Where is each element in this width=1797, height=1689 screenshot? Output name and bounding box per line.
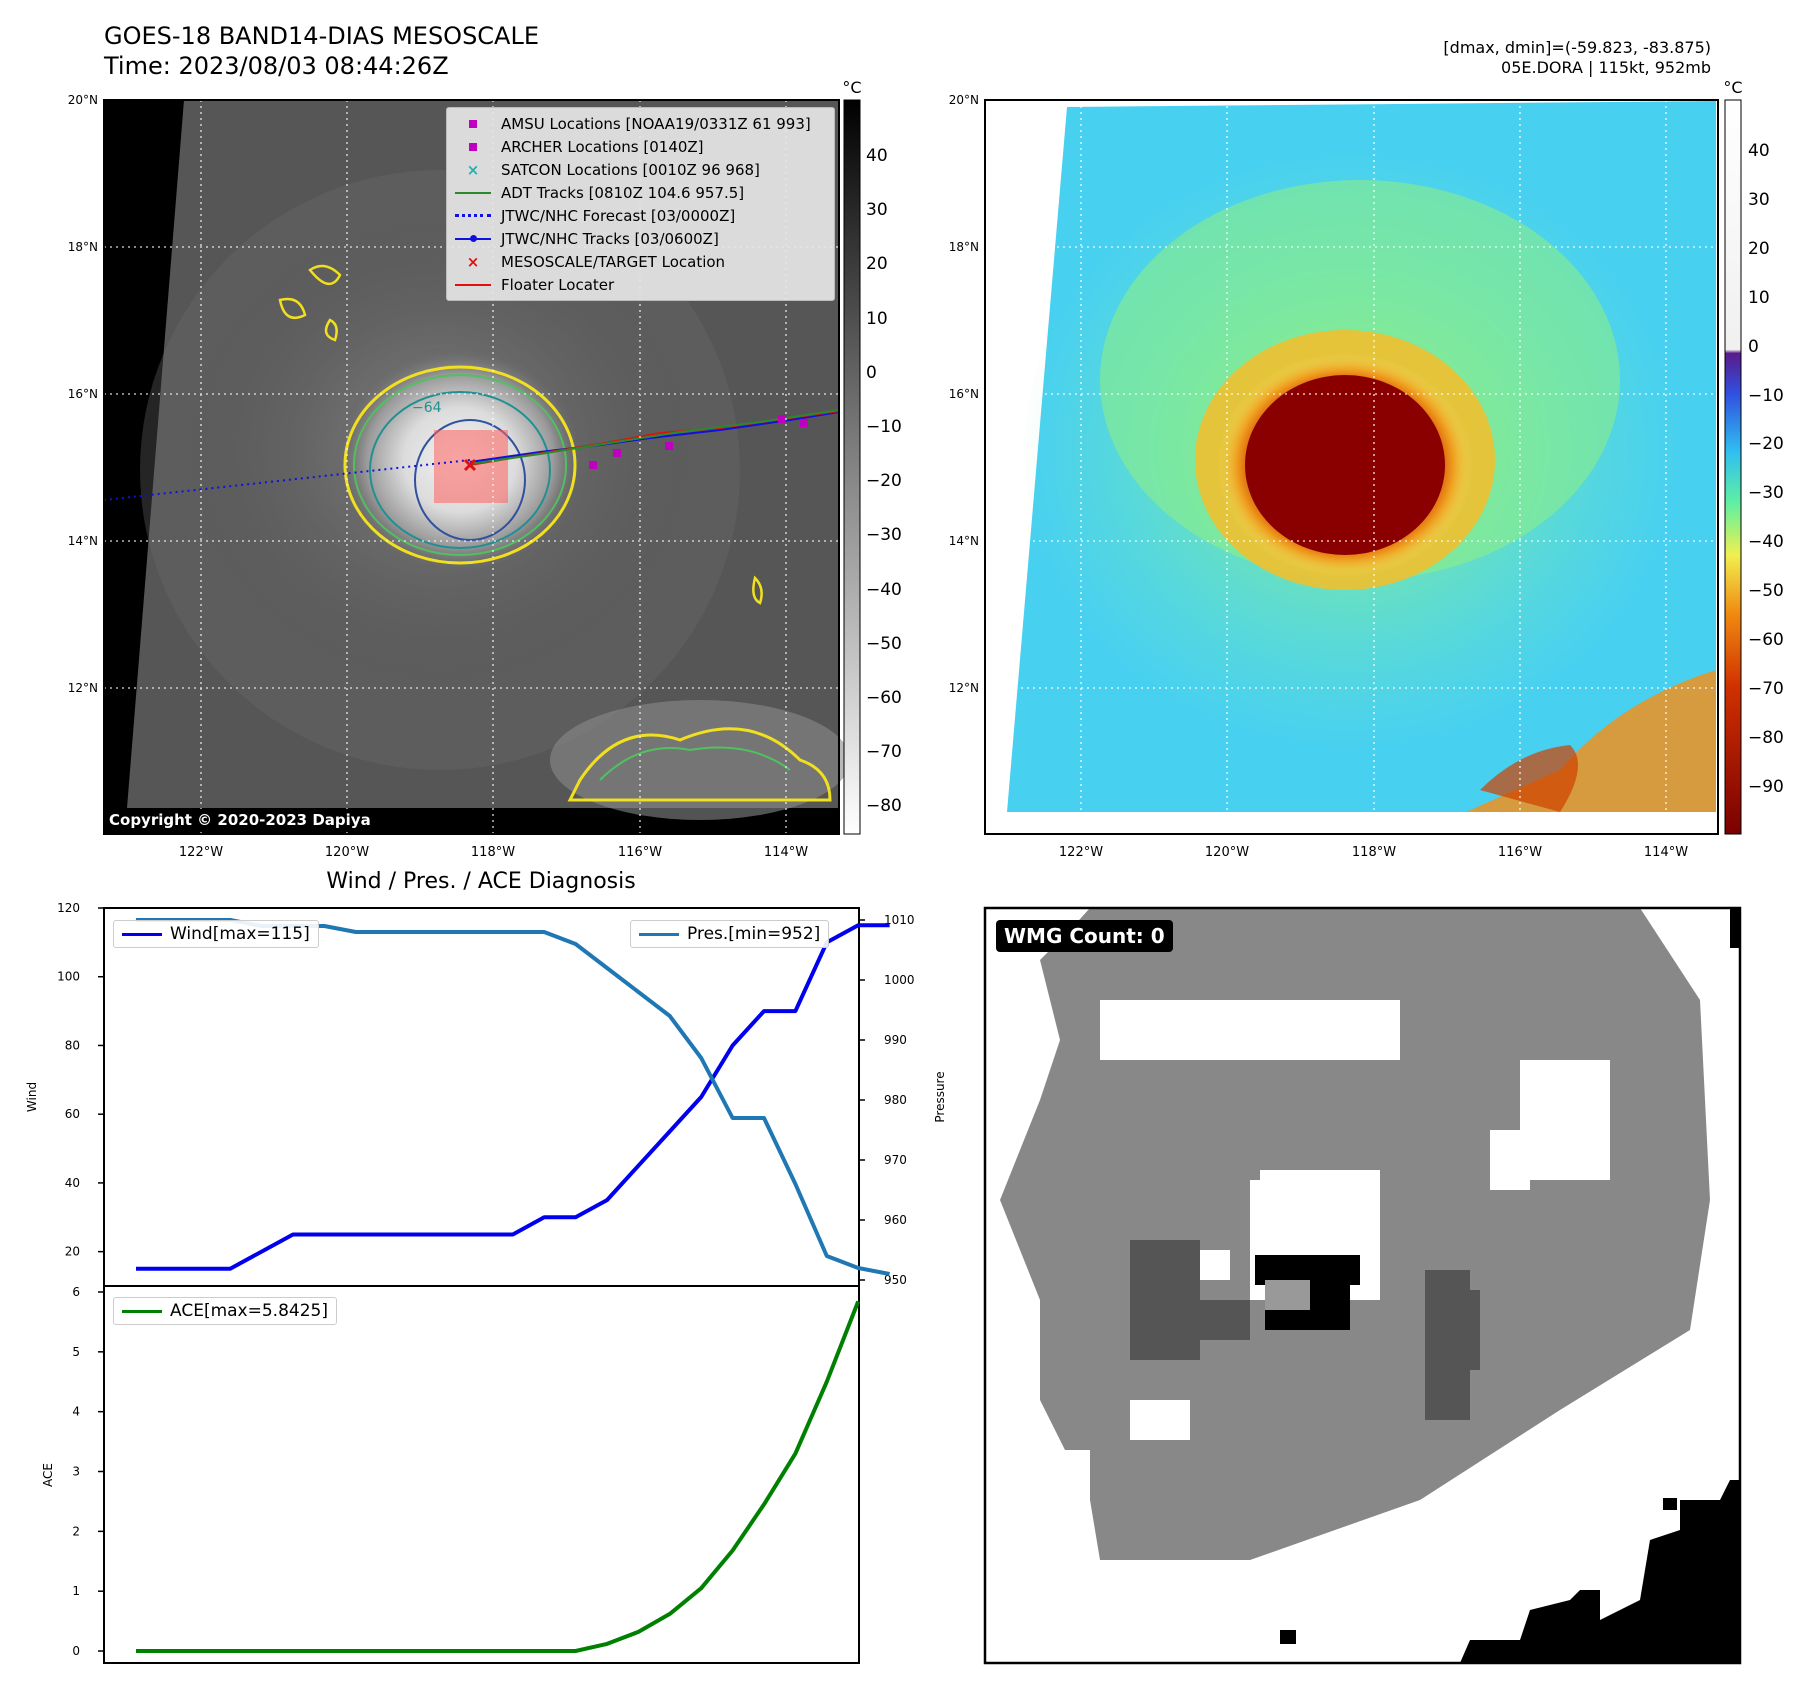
ir-colorbar-tick: −80	[866, 796, 902, 817]
legend-label: JTWC/NHC Forecast [03/0000Z]	[501, 206, 736, 225]
lat-tick-label: 14°N	[948, 534, 979, 548]
lat-tick-label: 18°N	[67, 240, 98, 254]
ir-colorbar-tick: −20	[866, 471, 902, 492]
ir-colorbar-tick: −10	[866, 417, 902, 437]
lon-tick-label: 116°W	[617, 845, 663, 860]
legend-item-amsu: AMSU Locations [NOAA19/0331Z 61 993]	[453, 112, 828, 135]
ir-colorbar-tick: −60	[866, 688, 902, 708]
legend-label: MESOSCALE/TARGET Location	[501, 252, 726, 271]
legend-item-adt: ADT Tracks [0810Z 104.6 957.5]	[453, 181, 828, 204]
wmg-count-badge: WMG Count: 0	[996, 920, 1173, 952]
ir-colorbar-tick: 40	[866, 146, 888, 166]
legend-item-floater: Floater Locater	[453, 273, 828, 296]
wmg-grid	[1000, 908, 1740, 1663]
ir-colorbar-tick: −40	[866, 579, 902, 600]
lon-tick-label: 118°W	[470, 845, 516, 860]
ir-colorbar	[843, 99, 861, 835]
ace-legend: ACE[max=5.8425]	[113, 1297, 337, 1325]
lon-tick-label: 122°W	[1058, 845, 1104, 860]
figure-time: Time: 2023/08/03 08:44:26Z	[104, 52, 449, 80]
lat-tick-label: 20°N	[67, 93, 98, 107]
copyright-badge: Copyright © 2020-2023 Dapiya	[104, 809, 376, 831]
ir-colorbar-tick: −30	[866, 525, 902, 546]
forecast-track	[103, 459, 471, 501]
color-colorbar-tick: −90	[1748, 776, 1784, 797]
legend-item-target: × MESOSCALE/TARGET Location	[466, 252, 726, 271]
adt-track	[469, 409, 840, 465]
legend-label: JTWC/NHC Tracks [03/0600Z]	[501, 229, 719, 248]
pressure-legend-label: Pres.[min=952]	[687, 924, 821, 944]
wind-legend-swatch	[122, 932, 162, 936]
legend-label: ADT Tracks [0810Z 104.6 957.5]	[501, 183, 745, 202]
contour-yellow	[343, 365, 577, 565]
lat-tick-label: 12°N	[948, 681, 979, 695]
color-colorbar-tick: 40	[1748, 141, 1770, 161]
jtwc-track	[469, 411, 840, 463]
color-colorbar-tick: −50	[1748, 581, 1784, 602]
legend-label: ARCHER Locations [0140Z]	[501, 137, 704, 156]
figure-title: GOES-18 BAND14-DIAS MESOSCALE	[104, 22, 540, 50]
pressure-legend: Pres.[min=952]	[630, 920, 830, 948]
wind-legend: Wind[max=115]	[113, 920, 319, 948]
lon-tick-label: 122°W	[178, 845, 224, 860]
ir-colorbar-unit: °C	[842, 78, 862, 97]
color-colorbar-tick: 30	[1748, 189, 1770, 210]
lat-tick-label: 12°N	[67, 681, 98, 695]
lon-tick-label: 114°W	[1643, 845, 1689, 860]
lon-tick-label: 118°W	[1351, 845, 1397, 860]
color-colorbar-tick: −30	[1748, 483, 1784, 504]
color-colorbar-tick: −10	[1748, 385, 1784, 406]
wind-legend-label: Wind[max=115]	[170, 924, 310, 944]
legend-item-archer: ARCHER Locations [0140Z]	[453, 135, 828, 158]
pressure-legend-swatch	[639, 932, 679, 936]
ir-colorbar-tick: 10	[866, 308, 888, 329]
lat-tick-label: 16°N	[948, 387, 979, 401]
color-colorbar-tick: −80	[1748, 727, 1784, 748]
dmax-dmin-readout: [dmax, dmin]=(-59.823, -83.875)	[1443, 38, 1711, 57]
contour-label: −64	[412, 400, 442, 416]
lat-tick-label: 14°N	[67, 534, 98, 548]
ir-colorbar-tick: 20	[866, 254, 888, 275]
storm-info: 05E.DORA | 115kt, 952mb	[1501, 58, 1711, 77]
legend-item-satcon: × SATCON Locations [0010Z 96 968]	[466, 160, 760, 179]
legend-label: AMSU Locations [NOAA19/0331Z 61 993]	[501, 114, 811, 133]
color-colorbar-tick: −60	[1748, 630, 1784, 650]
legend-item-forecast: JTWC/NHC Forecast [03/0000Z]	[453, 204, 828, 227]
color-colorbar-tick: −20	[1748, 434, 1784, 455]
color-colorbar	[1724, 99, 1742, 835]
color-colorbar-tick: 10	[1748, 287, 1770, 308]
target-marker	[463, 458, 477, 472]
color-colorbar-unit: °C	[1723, 78, 1743, 97]
ir-colorbar-tick: −50	[866, 633, 902, 654]
lon-tick-label: 114°W	[763, 845, 809, 860]
lon-tick-label: 120°W	[1204, 845, 1250, 860]
legend-label: SATCON Locations [0010Z 96 968]	[501, 160, 760, 179]
ir-colorbar-tick: 0	[866, 362, 877, 383]
lat-tick-label: 18°N	[948, 240, 979, 254]
ir-legend: AMSU Locations [NOAA19/0331Z 61 993] ARC…	[446, 107, 835, 301]
lon-tick-label: 116°W	[1497, 845, 1543, 860]
legend-item-jtwc-tracks: JTWC/NHC Tracks [03/0600Z]	[453, 227, 828, 250]
color-colorbar-tick: 0	[1748, 336, 1759, 357]
ace-legend-label: ACE[max=5.8425]	[170, 1301, 328, 1321]
ir-colorbar-tick: −70	[866, 742, 902, 763]
color-colorbar-tick: 20	[1748, 238, 1770, 259]
legend-label: Floater Locater	[501, 275, 615, 294]
color-colorbar-tick: −70	[1748, 678, 1784, 699]
lat-tick-label: 20°N	[948, 93, 979, 107]
ir-colorbar-tick: 30	[866, 200, 888, 221]
lon-tick-label: 120°W	[324, 845, 370, 860]
amsu-markers	[589, 415, 808, 469]
ace-legend-swatch	[122, 1309, 162, 1313]
lat-tick-label: 16°N	[67, 387, 98, 401]
color-colorbar-tick: −40	[1748, 532, 1784, 553]
